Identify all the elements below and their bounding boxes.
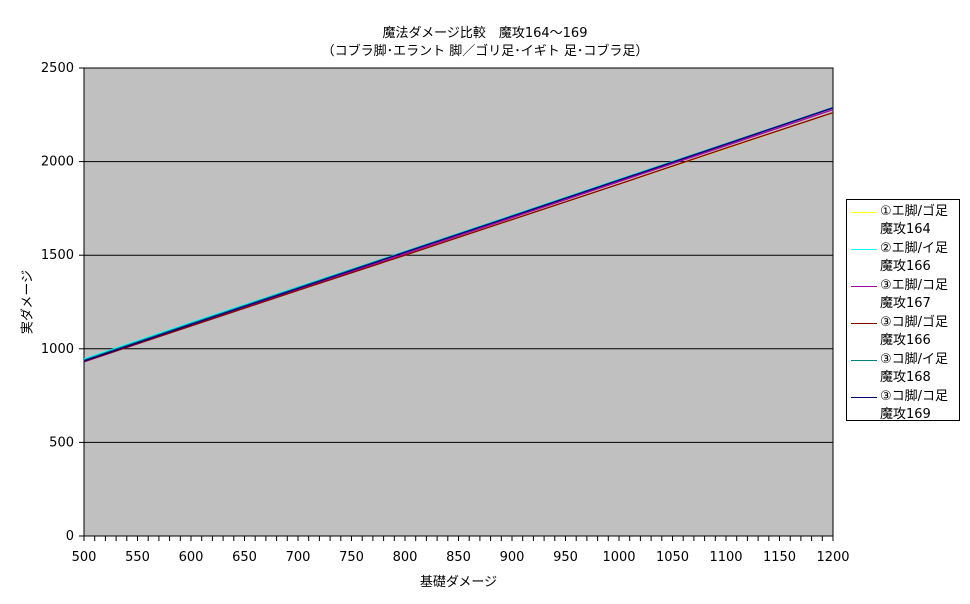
legend: ①エ脚/ゴ足 魔攻164 ②エ脚/イ足 魔攻166 ③エ脚/コ足 魔攻167 ③コ脚/… xyxy=(846,199,960,424)
chart-subtitle: （コブラ脚･エラント 脚／ゴリ足･イギト 足･コブラ足） xyxy=(321,44,649,59)
legend-item: ③コ脚/コ足 魔攻169 xyxy=(847,387,959,424)
legend-swatch xyxy=(851,286,877,287)
y-tick-label: 1000 xyxy=(41,342,74,357)
series-line-4 xyxy=(83,111,834,363)
legend-swatch xyxy=(851,212,877,213)
y-tick-label: 1500 xyxy=(41,248,74,263)
y-tick-label: 2500 xyxy=(41,61,74,76)
legend-label: ③コ脚/イ足 魔攻168 xyxy=(880,352,949,385)
legend-item: ③コ脚/ゴ足 魔攻166 xyxy=(847,313,959,350)
legend-swatch xyxy=(851,323,877,324)
x-tick-label: 1100 xyxy=(709,550,742,565)
x-tick-label: 600 xyxy=(179,550,204,565)
x-tick-label: 950 xyxy=(553,550,578,565)
x-tick-label: 1150 xyxy=(763,550,796,565)
legend-swatch xyxy=(851,397,877,398)
legend-label: ③エ脚/コ足 魔攻167 xyxy=(880,278,949,311)
legend-item: ③コ脚/イ足 魔攻168 xyxy=(847,350,959,387)
x-tick-label: 1050 xyxy=(656,550,689,565)
plot-background xyxy=(84,68,833,536)
legend-label: ②エ脚/イ足 魔攻166 xyxy=(880,241,949,274)
x-axis-label: 基礎ダメージ xyxy=(419,575,498,590)
x-tick-label: 700 xyxy=(286,550,311,565)
x-tick-label: 500 xyxy=(72,550,97,565)
x-tick-label: 650 xyxy=(232,550,257,565)
x-tick-label: 800 xyxy=(393,550,418,565)
chart-title: 魔法ダメージ比較 魔攻164～169 xyxy=(382,26,588,41)
x-tick-label: 1200 xyxy=(816,550,849,565)
legend-swatch xyxy=(851,360,877,361)
legend-label: ①エ脚/ゴ足 魔攻164 xyxy=(880,204,949,237)
legend-swatch xyxy=(851,249,877,250)
legend-item: ②エ脚/イ足 魔攻166 xyxy=(847,239,959,276)
x-tick-label: 750 xyxy=(339,550,364,565)
y-tick-label: 0 xyxy=(66,529,74,544)
legend-item: ③エ脚/コ足 魔攻167 xyxy=(847,276,959,313)
y-tick-label: 500 xyxy=(49,435,74,450)
y-tick-label: 2000 xyxy=(41,155,74,170)
legend-label: ③コ脚/コ足 魔攻169 xyxy=(880,389,949,422)
x-tick-label: 550 xyxy=(125,550,150,565)
y-axis-label: 実ダメージ xyxy=(20,269,36,335)
x-tick-label: 850 xyxy=(446,550,471,565)
series-line-6 xyxy=(83,107,834,362)
legend-item: ①エ脚/ゴ足 魔攻164 xyxy=(847,202,959,239)
legend-label: ③コ脚/ゴ足 魔攻166 xyxy=(880,315,949,348)
x-tick-label: 1000 xyxy=(602,550,635,565)
x-tick-label: 900 xyxy=(500,550,525,565)
